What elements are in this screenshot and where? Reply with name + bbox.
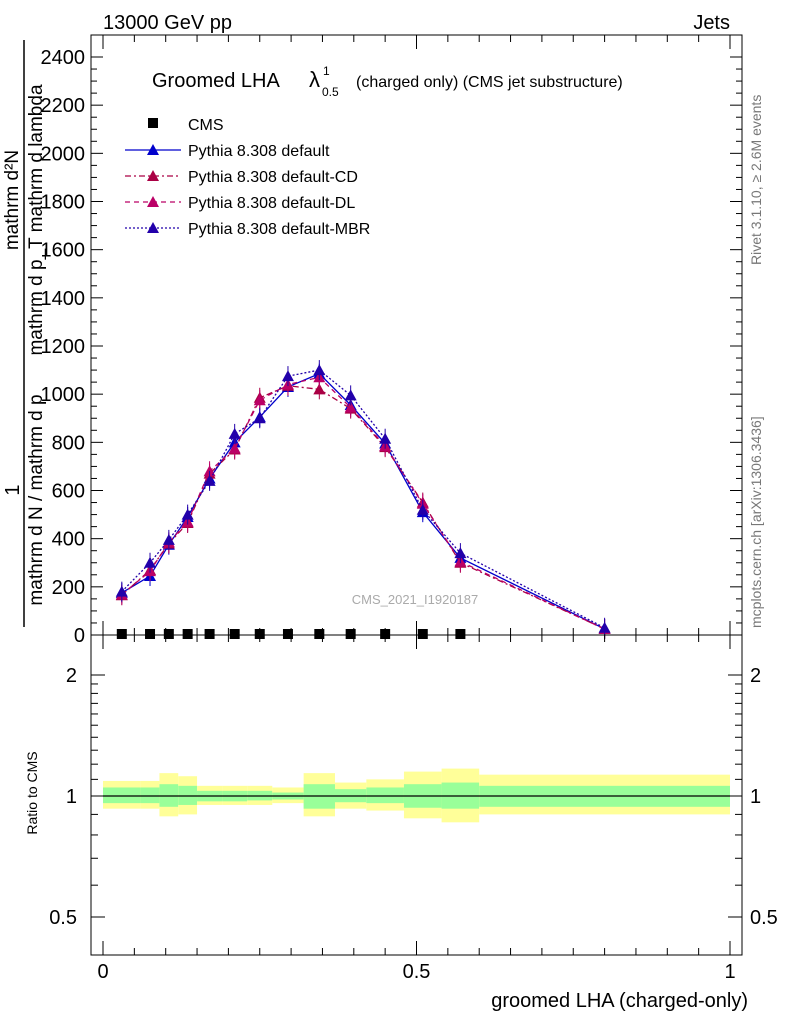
data-point-marker xyxy=(379,432,392,444)
y-tick-label: 800 xyxy=(52,432,85,454)
title-sub: 0.5 xyxy=(322,85,339,99)
x-tick-label: 1 xyxy=(724,961,735,983)
y-axis-label-frac-den: mathrm d p_T mathrm d lambda xyxy=(26,84,47,355)
y-axis-label-top: 1 xyxy=(2,484,24,495)
ratio-y-tick-label-right: 2 xyxy=(750,665,761,687)
ratio-band-green xyxy=(178,785,198,805)
data-point-marker xyxy=(181,508,194,520)
data-point-marker xyxy=(281,370,294,382)
data-point-marker xyxy=(344,389,357,401)
data-point-marker xyxy=(313,383,326,395)
data-point-marker xyxy=(598,621,611,633)
y-axis-label: 1 mathrm d²N mathrm d N / mathrm d p mat… xyxy=(2,40,47,627)
cms-data-point xyxy=(182,629,193,639)
data-point-marker xyxy=(147,222,159,233)
data-point-marker xyxy=(344,401,357,413)
ratio-band-green xyxy=(103,787,141,804)
y-tick-label: 400 xyxy=(52,529,85,551)
data-point-marker xyxy=(253,394,266,406)
ratio-band-green xyxy=(366,787,404,804)
y-axis-label-denominator: mathrm d N / mathrm d p xyxy=(26,394,47,605)
y-tick-label: 1400 xyxy=(41,288,86,310)
cms-data-point xyxy=(282,629,293,639)
series-line xyxy=(121,376,605,630)
data-point-marker xyxy=(162,533,175,545)
data-point-marker xyxy=(228,442,241,454)
legend-label: CMS xyxy=(188,117,224,134)
ratio-y-tick-label: 1 xyxy=(66,786,77,808)
y-tick-label: 2200 xyxy=(41,95,86,117)
cms-data-point xyxy=(254,629,265,639)
y-tick-label: 1800 xyxy=(41,192,86,214)
legend-label: Pythia 8.308 default-MBR xyxy=(188,221,370,238)
y-tick-label: 600 xyxy=(52,481,85,503)
chart-title: Groomed LHA λ 1 0.5 (charged only) (CMS … xyxy=(152,64,623,99)
cms-data-point xyxy=(455,629,466,639)
legend-label: Pythia 8.308 default xyxy=(188,143,330,160)
x-tick-label: 0 xyxy=(97,961,108,983)
cms-data-point xyxy=(145,629,156,639)
x-tick-label: 0.5 xyxy=(403,961,431,983)
ratio-y-tick-label-right: 1 xyxy=(750,786,761,808)
y-tick-label: 2400 xyxy=(41,47,86,69)
ratio-y-tick-label: 0.5 xyxy=(49,907,77,929)
analysis-watermark: CMS_2021_I1920187 xyxy=(352,592,479,607)
series-line xyxy=(121,369,605,629)
title-main: Groomed LHA xyxy=(152,70,280,92)
y-tick-label: 200 xyxy=(52,577,85,599)
data-point-marker xyxy=(203,474,216,486)
data-point-marker xyxy=(454,547,467,559)
ratio-band-green xyxy=(140,787,160,804)
mcplots-label: mcplots.cern.ch [arXiv:1306.3436] xyxy=(748,416,764,628)
cms-data-point xyxy=(380,629,391,639)
data-point-marker xyxy=(147,196,159,207)
cms-data-point xyxy=(163,629,174,639)
data-point-marker xyxy=(253,412,266,424)
data-point-marker xyxy=(203,465,216,477)
data-point-marker xyxy=(115,585,128,597)
legend-label: Pythia 8.308 default-CD xyxy=(188,169,358,186)
ratio-y-label: Ratio to CMS xyxy=(24,751,40,834)
header-right: Jets xyxy=(693,12,730,34)
ratio-y-tick-label-right: 0.5 xyxy=(750,907,778,929)
data-point-marker xyxy=(144,556,157,568)
data-point-marker xyxy=(228,427,241,439)
ratio-y-tick-label: 2 xyxy=(66,665,77,687)
legend-marker-cms xyxy=(148,118,158,128)
data-point-marker xyxy=(313,364,326,376)
data-point-marker xyxy=(147,170,159,181)
cms-data-point xyxy=(229,629,240,639)
x-axis-label: groomed LHA (charged-only) xyxy=(491,990,748,1012)
ratio-plot-panel: 0 0.5 1 0.5 0.5 1 1 2 2 xyxy=(49,634,778,983)
title-symbol: λ xyxy=(309,67,320,92)
data-point-marker xyxy=(416,503,429,515)
y-tick-label: 0 xyxy=(74,625,85,647)
cms-data-point xyxy=(314,629,325,639)
title-rest: (charged only) (CMS jet substructure) xyxy=(356,74,623,91)
y-tick-label: 1600 xyxy=(41,240,86,262)
y-tick-label: 2000 xyxy=(41,143,86,165)
y-tick-label: 1000 xyxy=(41,384,86,406)
title-sup: 1 xyxy=(323,64,330,78)
cms-data-point xyxy=(204,629,215,639)
main-plot-panel: 0 200 400 600 800 1000 1200 1400 1600 1800 2000 220… xyxy=(41,34,743,647)
y-tick-label: 1200 xyxy=(41,336,86,358)
rivet-label: Rivet 3.1.10, ≥ 2.6M events xyxy=(748,95,764,265)
cms-data-point xyxy=(417,629,428,639)
data-point-marker xyxy=(147,144,159,155)
header-left: 13000 GeV pp xyxy=(103,12,232,34)
cms-data-point xyxy=(345,629,356,639)
cms-data-point xyxy=(116,629,127,639)
y-axis-label-numerator: mathrm d²N xyxy=(2,150,23,250)
legend-label: Pythia 8.308 default-DL xyxy=(188,195,355,212)
